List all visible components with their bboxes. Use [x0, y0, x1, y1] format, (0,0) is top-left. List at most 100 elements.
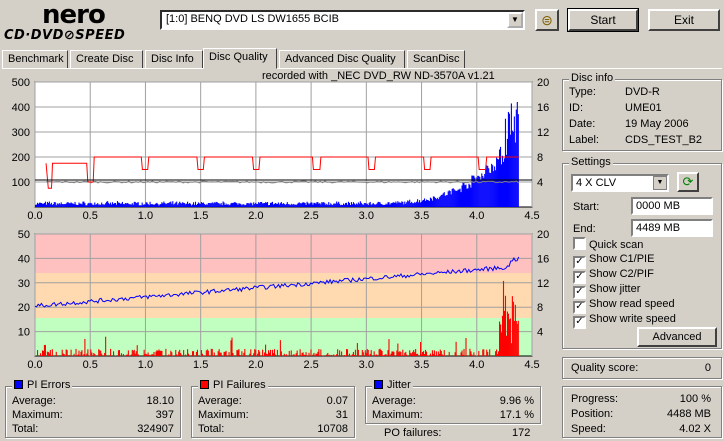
pi-error-bar	[361, 204, 363, 207]
pi-failure-bar	[513, 320, 515, 356]
pi-failure-bar	[295, 353, 297, 356]
pi-error-bar	[474, 177, 476, 207]
pi-failure-bar	[42, 350, 44, 356]
top-chart-x-tick-label: 3.5	[414, 210, 429, 222]
pi-error-bar	[375, 204, 377, 207]
chevron-down-icon[interactable]: ▼	[653, 176, 667, 190]
show-c1-pie-checkbox[interactable]: ✓ Show C1/PIE	[573, 253, 654, 269]
pi-failure-bar	[315, 353, 317, 356]
pi-failure-bar	[302, 352, 304, 356]
pi-error-bar	[431, 200, 433, 207]
pi-failure-bar	[80, 351, 82, 356]
pi-failure-bar	[228, 352, 230, 356]
tab-advanced-disc-quality[interactable]: Advanced Disc Quality	[279, 50, 405, 69]
show-read-speed-checkbox[interactable]: ✓ Show read speed	[573, 298, 675, 314]
pi-failure-bar	[146, 354, 148, 356]
chevron-down-icon[interactable]: ▼	[507, 12, 523, 28]
pi-error-bar	[399, 202, 401, 207]
pi-failure-bar	[361, 349, 363, 356]
pi-failure-bar	[348, 353, 351, 356]
pi-failure-bar	[510, 343, 512, 356]
pi-error-bar	[501, 155, 504, 207]
tab-create-disc[interactable]: Create Disc	[70, 50, 143, 69]
pi-error-bar	[260, 202, 262, 207]
show-write-speed-checkbox[interactable]: ✓ Show write speed	[573, 313, 676, 329]
disc-info-date-value: 19 May 2006	[625, 118, 689, 130]
tab-disc-quality[interactable]: Disc Quality	[203, 48, 277, 69]
pi-error-bar	[87, 203, 89, 207]
pi-error-bar	[266, 202, 268, 207]
top-chart-x-tick-label: 4.0	[469, 210, 484, 222]
pi-error-bar	[51, 204, 53, 207]
speed-value: 4.02 X	[679, 423, 711, 435]
exit-button[interactable]: Exit	[648, 9, 720, 31]
pi-error-bar	[459, 188, 461, 207]
pi-failure-bar	[43, 344, 45, 356]
pi-failure-bar	[272, 353, 275, 356]
pi-failure-bar	[501, 315, 504, 356]
pi-error-bar	[145, 202, 147, 207]
pi-error-bar	[195, 204, 198, 207]
bottom-chart-y-right-tick-label: 16	[537, 253, 549, 265]
pi-error-bar	[100, 204, 102, 207]
pi-error-bar	[154, 204, 156, 207]
pi-failure-bar	[165, 348, 167, 356]
pi-error-bar	[338, 201, 340, 207]
pi-error-bar	[490, 172, 492, 207]
show-jitter-checkbox[interactable]: ✓ Show jitter	[573, 283, 640, 299]
pi-failure-bar	[188, 353, 190, 356]
pi-failure-bar	[178, 351, 180, 356]
eject-drive-button[interactable]: ⊜	[535, 9, 559, 31]
show-c2-pif-checkbox[interactable]: ✓ Show C2/PIF	[573, 268, 654, 284]
pi-error-bar	[81, 204, 83, 207]
refresh-button[interactable]: ⟳	[677, 172, 699, 192]
pi-error-bar	[262, 203, 264, 207]
show-write-speed-label: Show write speed	[589, 313, 676, 325]
speed-select[interactable]: 4 X CLV ▼	[571, 174, 669, 192]
pi-error-bar	[284, 204, 286, 207]
pi-failure-bar	[155, 351, 157, 356]
advanced-button[interactable]: Advanced	[637, 327, 717, 347]
top-chart-y-right-tick-label: 12	[537, 127, 549, 139]
pi-error-bar	[372, 202, 374, 207]
pi-error-bar	[318, 203, 320, 207]
pi-error-bar	[304, 202, 306, 207]
pi-error-bar	[344, 203, 347, 207]
pi-error-bar	[242, 204, 244, 207]
pi-error-bar	[368, 202, 370, 207]
pi-failure-bar	[420, 342, 422, 356]
pi-failures-group: PI Failures Average: 0.07 Maximum: 31 To…	[191, 379, 355, 438]
pi-error-bar	[471, 175, 473, 207]
logo-cd-dvd-speed-text: CD·DVD⊘SPEED	[4, 28, 126, 43]
tab-benchmark[interactable]: Benchmark	[2, 50, 68, 69]
drive-select[interactable]: [1:0] BENQ DVD LS DW1655 BCIB ▼	[160, 10, 525, 30]
quick-scan-checkbox[interactable]: Quick scan	[573, 237, 643, 251]
pi-error-bar	[97, 203, 99, 207]
end-mb-input[interactable]: 4489 MB	[631, 219, 713, 237]
pi-error-bar	[118, 202, 121, 207]
pi-error-bar	[494, 166, 496, 207]
tab-scandisc[interactable]: ScanDisc	[407, 50, 465, 69]
pi-error-bar	[423, 198, 426, 207]
top-chart-y-left-tick-label: 100	[12, 177, 30, 189]
pi-error-bar	[119, 203, 122, 207]
pi-failure-bar	[269, 349, 272, 356]
pi-error-bar	[337, 203, 339, 207]
pi-error-bar	[189, 203, 191, 207]
tab-disc-info[interactable]: Disc Info	[145, 50, 203, 69]
pi-error-bar	[35, 204, 38, 207]
start-mb-input[interactable]: 0000 MB	[631, 197, 713, 215]
pi-failure-bar	[271, 349, 274, 356]
pi-error-bar	[507, 111, 509, 207]
pi-failure-bar	[156, 350, 158, 356]
pi-error-bar	[156, 202, 158, 207]
pi-failure-bar	[398, 352, 400, 356]
pi-error-bar	[342, 205, 344, 207]
start-button[interactable]: Start	[567, 8, 639, 32]
pi-errors-total-label: Total:	[12, 423, 39, 435]
pi-failure-bar	[118, 350, 121, 356]
pi-failure-bar	[276, 349, 278, 356]
pi-error-bar	[478, 175, 480, 207]
pi-error-bar	[308, 204, 310, 207]
pi-error-bar	[280, 202, 282, 207]
